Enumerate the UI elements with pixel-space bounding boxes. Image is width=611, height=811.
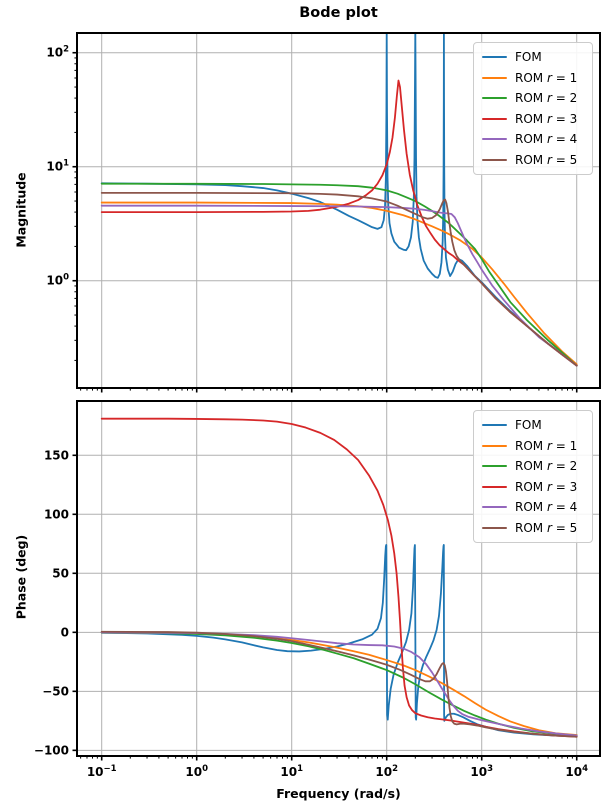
legend-item-rom-r-1: ROM r = 1: [482, 436, 584, 457]
legend-item-label: ROM r = 5: [515, 520, 578, 535]
axes-frame: [76, 32, 601, 389]
legend-line-swatch: [482, 56, 507, 59]
legend-item-rom-r-4: ROM r = 4: [482, 497, 584, 518]
legend-line-swatch: [482, 444, 507, 447]
legend-item-fom: FOM: [482, 47, 584, 68]
svg-text:101: 101: [280, 764, 303, 779]
axes-frame: [76, 400, 601, 757]
svg-text:10−1: 10−1: [87, 764, 117, 779]
legend-item-rom-r-2: ROM r = 2: [482, 456, 584, 477]
legend-item-label: ROM r = 4: [515, 500, 578, 515]
curve-rom-r-5: [100, 630, 578, 738]
legend-line-swatch: [482, 117, 507, 120]
legend-item-rom-r-1: ROM r = 1: [482, 68, 584, 89]
legend-item-label: FOM: [515, 50, 542, 65]
magnitude-axis-label: Magnitude: [13, 172, 29, 248]
legend-line-swatch: [482, 465, 507, 468]
svg-text:101: 101: [46, 159, 69, 174]
svg-text:50: 50: [52, 567, 69, 581]
svg-text:0: 0: [61, 626, 69, 640]
curves: [100, 33, 578, 367]
curves: [100, 417, 578, 738]
legend-item-fom: FOM: [482, 415, 584, 436]
curve-rom-r-1: [100, 201, 578, 366]
ticks: [72, 51, 578, 393]
curve-rom-r-4: [100, 631, 578, 737]
curve-fom: [100, 544, 578, 738]
legend-item-rom-r-3: ROM r = 3: [482, 477, 584, 498]
legend-line-swatch: [482, 97, 507, 100]
svg-text:103: 103: [470, 764, 493, 779]
legend-item-label: ROM r = 1: [515, 70, 578, 85]
svg-text:102: 102: [375, 764, 398, 779]
svg-text:100: 100: [185, 764, 208, 779]
svg-text:−100: −100: [34, 744, 69, 758]
legend-item-rom-r-5: ROM r = 5: [482, 518, 584, 539]
legend-item-rom-r-5: ROM r = 5: [482, 150, 584, 171]
legend-item-rom-r-4: ROM r = 4: [482, 129, 584, 150]
svg-text:104: 104: [565, 764, 588, 779]
legend-item-label: ROM r = 2: [515, 459, 578, 474]
svg-text:150: 150: [44, 448, 69, 462]
legend-line-swatch: [482, 506, 507, 509]
curve-rom-r-5: [100, 191, 578, 367]
legend-item-rom-r-2: ROM r = 2: [482, 88, 584, 109]
legend-item-label: ROM r = 3: [515, 111, 578, 126]
legend-item-label: ROM r = 5: [515, 152, 578, 167]
legend-line-swatch: [482, 138, 507, 141]
legend-line-swatch: [482, 424, 507, 427]
legend-item-label: ROM r = 1: [515, 438, 578, 453]
legend-item-label: FOM: [515, 418, 542, 433]
legend-magnitude: FOM ROM r = 1 ROM r = 2 ROM r = 3 ROM r = 4 R…: [473, 42, 593, 175]
curve-rom-r-4: [100, 204, 578, 367]
svg-text:100: 100: [44, 507, 69, 521]
legend-item-label: ROM r = 3: [515, 479, 578, 494]
phase-axis-label: Phase (deg): [13, 534, 29, 620]
legend-line-swatch: [482, 485, 507, 488]
legend-line-swatch: [482, 76, 507, 79]
legend-item-label: ROM r = 4: [515, 132, 578, 147]
svg-text:102: 102: [46, 45, 69, 60]
svg-text:−50: −50: [42, 685, 69, 699]
legend-item-label: ROM r = 2: [515, 91, 578, 106]
curve-rom-r-1: [100, 631, 578, 736]
curve-rom-r-2: [100, 182, 578, 367]
frequency-axis-label: Frequency (rad/s): [276, 786, 401, 801]
subplot-phase-deg: 10−1 100 101 102 103 104 −100 −50 0 50 100 150: [34, 400, 601, 779]
legend-phase: FOM ROM r = 1 ROM r = 2 ROM r = 3 ROM r = 4 R…: [473, 410, 593, 543]
ticks: [72, 454, 578, 761]
tick-labels: 10−1 100 101 102 103 104 −100 −50 0 50 100 150: [34, 448, 588, 779]
legend-line-swatch: [482, 526, 507, 529]
legend-line-swatch: [482, 158, 507, 161]
curve-fom: [100, 33, 578, 367]
legend-item-rom-r-3: ROM r = 3: [482, 109, 584, 130]
svg-text:100: 100: [46, 273, 69, 288]
tick-labels: 100 101 102: [46, 45, 69, 288]
figure-title: Bode plot: [299, 5, 378, 21]
curve-rom-r-3: [100, 417, 578, 738]
